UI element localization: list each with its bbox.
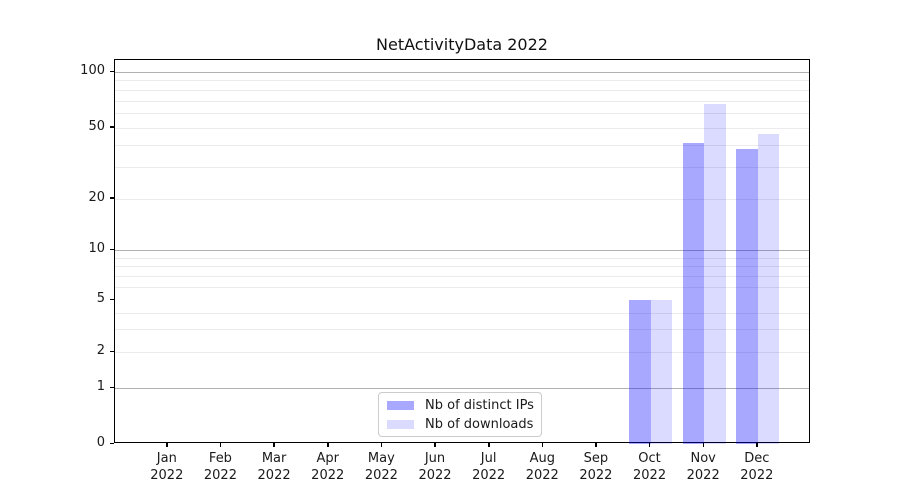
legend-item-distinct-ips: Nb of distinct IPs [379,396,537,415]
x-tick-label: Apr 2022 [298,450,358,484]
x-tick-label: May 2022 [351,450,411,484]
legend-item-downloads: Nb of downloads [379,415,537,434]
x-tick-mark [327,443,329,447]
x-tick-year: 2022 [740,468,774,483]
legend-swatch-distinct-ips [387,400,414,410]
x-tick-mark [219,443,222,447]
x-tick-year: 2022 [472,468,506,483]
x-tick-mark [595,443,597,447]
x-tick-label: Feb 2022 [190,450,250,484]
legend-label-downloads: Nb of downloads [425,416,534,432]
y-tick-mark [110,298,114,301]
y-tick-label: 1 [96,379,105,394]
x-tick-year: 2022 [686,468,720,483]
y-tick-mark [110,350,114,352]
gridline-minor [115,89,809,91]
x-tick-mark [648,443,651,447]
x-tick-mark [166,443,168,447]
x-tick-year: 2022 [579,468,613,483]
x-tick-mark [380,443,383,447]
x-tick-mark [702,443,705,447]
y-tick-mark [110,70,114,72]
x-tick-mark [756,443,758,447]
x-tick-label: Dec 2022 [727,450,787,484]
gridline-minor [115,266,809,268]
x-tick-label: Jan 2022 [137,450,197,484]
x-tick-label: Jul 2022 [459,450,519,484]
x-tick-year: 2022 [257,468,291,483]
y-tick-label: 10 [88,241,105,257]
x-tick-year: 2022 [203,468,237,483]
gridline-minor [115,257,809,259]
x-tick-year: 2022 [364,468,398,483]
gridline-minor [115,312,809,314]
gridline-major [115,250,809,252]
x-tick-mark [273,443,275,447]
legend: Nb of distinct IPs Nb of downloads [378,392,542,437]
x-tick-year: 2022 [150,468,184,483]
gridline-minor [115,80,809,82]
gridline-minor [115,127,809,129]
bar-downloads [650,300,673,444]
y-tick-label: 100 [80,63,105,78]
gridline-minor [115,352,809,353]
bar-distinct-ips [736,148,758,444]
gridline-minor [115,329,809,331]
y-tick-label: 2 [96,343,105,358]
x-tick-label: Nov 2022 [673,450,733,484]
gridline-minor [115,276,809,278]
y-tick-mark [110,442,114,444]
gridline-minor [115,167,809,169]
y-tick-mark [110,197,114,199]
bar-downloads [757,134,780,444]
legend-label-distinct-ips: Nb of distinct IPs [425,397,534,413]
x-tick-year: 2022 [633,468,667,483]
x-tick-year: 2022 [525,468,559,483]
x-tick-mark [488,443,490,447]
bar-distinct-ips [682,143,705,444]
plot-area [114,59,810,444]
y-tick-mark [110,248,114,251]
y-tick-label: 50 [88,118,105,134]
y-tick-mark [110,126,114,128]
gridline-minor [115,100,809,102]
x-tick-label: Sep 2022 [566,450,626,484]
x-tick-label: Mar 2022 [244,450,304,484]
y-tick-mark [110,386,114,388]
x-tick-mark [541,443,544,447]
gridline-major [115,388,809,389]
bar-downloads [704,104,726,444]
y-tick-label: 20 [88,189,105,205]
x-tick-label: Oct 2022 [620,450,680,484]
gridline-minor [115,287,809,289]
x-tick-year: 2022 [311,468,345,483]
x-tick-label: Jun 2022 [405,450,465,484]
y-tick-label: 0 [96,435,105,450]
bar-distinct-ips [629,300,651,444]
gridline-major [115,72,809,73]
chart-title: NetActivityData 2022 [376,35,548,54]
legend-swatch-downloads [387,419,414,429]
gridline-minor [115,144,809,146]
gridline-minor [115,198,809,200]
y-tick-label: 5 [96,291,105,307]
x-tick-label: Aug 2022 [512,450,572,484]
x-tick-year: 2022 [418,468,452,483]
x-tick-mark [434,443,436,447]
gridline-minor [115,113,809,115]
